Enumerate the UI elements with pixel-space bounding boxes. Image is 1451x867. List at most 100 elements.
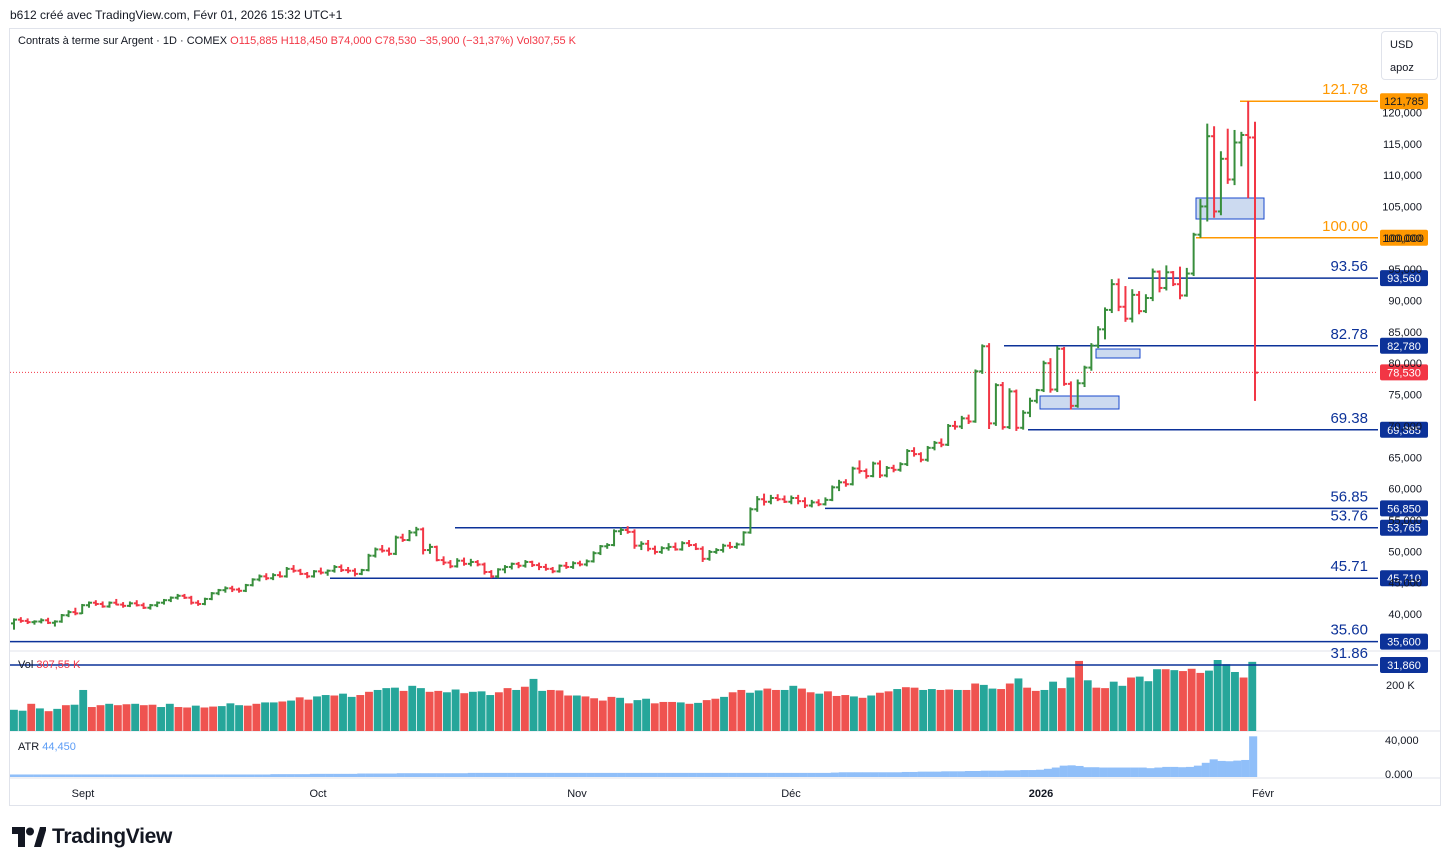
volume-bar	[503, 688, 512, 731]
volume-bar	[1187, 668, 1196, 731]
atr-bar	[294, 774, 303, 777]
legend-open: O115,885	[230, 35, 278, 47]
atr-bar	[878, 772, 887, 777]
atr-bar	[1185, 766, 1195, 777]
ohlc-bar	[1163, 265, 1170, 291]
ohlc-bar	[747, 507, 754, 534]
atr-bar	[554, 772, 563, 777]
ohlc-bar	[1204, 123, 1211, 222]
y-tick-label: 50,000	[1388, 546, 1422, 558]
ohlc-bar	[283, 566, 290, 578]
atr-bar	[1012, 770, 1021, 777]
attribution-header: b612 créé avec TradingView.com, Févr 01,…	[10, 8, 343, 22]
y-tick-label: 95,000	[1388, 264, 1422, 276]
atr-bar	[1075, 765, 1084, 777]
volume-bar	[269, 702, 278, 731]
volume-bar	[624, 703, 633, 731]
atr-bar	[933, 771, 942, 777]
tradingview-logo-icon	[12, 827, 46, 847]
volume-bar	[806, 692, 815, 731]
volume-bar	[494, 692, 503, 731]
price-level-label: 31.86	[1330, 645, 1368, 662]
atr-bar	[1114, 767, 1124, 777]
atr-bar	[1225, 761, 1234, 777]
volume-bar	[867, 695, 876, 731]
ohlc-bar	[65, 610, 72, 618]
volume-bar	[572, 695, 581, 731]
atr-bar	[428, 773, 437, 777]
volume-bar	[425, 691, 434, 731]
atr-bar	[1059, 765, 1068, 777]
ohlc-bar	[774, 494, 781, 502]
atr-bar	[862, 772, 871, 777]
ohlc-bar	[1224, 128, 1231, 184]
atr-bar	[57, 774, 66, 777]
atr-value: 44,450	[42, 741, 76, 753]
atr-legend[interactable]: ATR 44,450	[18, 741, 76, 753]
ohlc-bar	[849, 466, 856, 486]
ohlc-bar	[338, 564, 345, 572]
atr-bar	[483, 772, 492, 777]
ohlc-bar	[542, 563, 549, 571]
ohlc-bar	[617, 527, 624, 535]
atr-bar	[743, 772, 753, 777]
atr-bar	[215, 774, 224, 777]
currency-selector[interactable]: USD apoz	[1381, 31, 1438, 80]
volume-bar	[1248, 661, 1257, 731]
price-level-tag	[1380, 500, 1428, 517]
atr-bar	[262, 774, 271, 777]
atr-bar	[609, 772, 618, 777]
volume-bar	[1239, 677, 1248, 731]
atr-bar	[980, 770, 989, 777]
atr-bar	[996, 770, 1005, 777]
volume-bar	[841, 695, 850, 731]
ohlc-bar	[740, 531, 747, 546]
atr-bar	[704, 772, 713, 777]
x-tick-label: Nov	[567, 788, 587, 800]
atr-bar	[380, 773, 390, 777]
ohlc-bar	[242, 583, 249, 593]
ohlc-bar	[386, 547, 393, 556]
atr-bar	[1217, 760, 1226, 777]
ohlc-bar	[1142, 294, 1149, 314]
volume-bar	[1014, 678, 1023, 731]
atr-bar	[451, 773, 461, 777]
atr-bar	[1036, 769, 1045, 777]
volume-bar	[1057, 688, 1066, 731]
volume-bar	[460, 693, 469, 731]
atr-bar	[207, 774, 216, 777]
price-level-tag-text: 31,860	[1387, 660, 1421, 672]
ohlc-bar	[120, 602, 127, 608]
volume-bar	[1179, 671, 1187, 731]
volume-legend[interactable]: Vol 307,55 K	[18, 659, 80, 671]
ohlc-bar	[1217, 151, 1224, 216]
volume-bar	[512, 689, 521, 731]
volume-bar	[737, 689, 746, 731]
atr-bar	[1091, 767, 1100, 777]
tradingview-logo[interactable]: TradingView	[12, 825, 172, 849]
volume-bars	[10, 660, 1257, 731]
atr-bar	[278, 774, 287, 777]
symbol-legend[interactable]: Contrats à terme sur Argent · 1D · COMEX…	[18, 35, 576, 47]
atr-bar	[175, 774, 184, 777]
volume-bar	[581, 696, 590, 731]
symbol-title: Contrats à terme sur Argent · 1D · COMEX	[18, 35, 228, 47]
ohlc-bar	[999, 382, 1006, 430]
ohlc-bar	[399, 533, 406, 542]
volume-bar	[356, 695, 365, 731]
volume-bar	[711, 698, 720, 731]
volume-bar	[668, 701, 676, 731]
y-tick-label: 120,000	[1382, 107, 1422, 119]
atr-bar	[625, 772, 634, 777]
volume-bar	[61, 705, 70, 731]
atr-bar	[33, 774, 42, 777]
volume-bar	[953, 689, 962, 731]
ohlc-bar	[1122, 286, 1129, 322]
atr-bar	[759, 772, 768, 777]
atr-bar	[317, 773, 326, 777]
chart-frame	[9, 28, 1441, 806]
price-level-tag	[1380, 421, 1428, 438]
ohlc-bar	[604, 543, 611, 549]
ohlc-bar	[1081, 365, 1088, 388]
